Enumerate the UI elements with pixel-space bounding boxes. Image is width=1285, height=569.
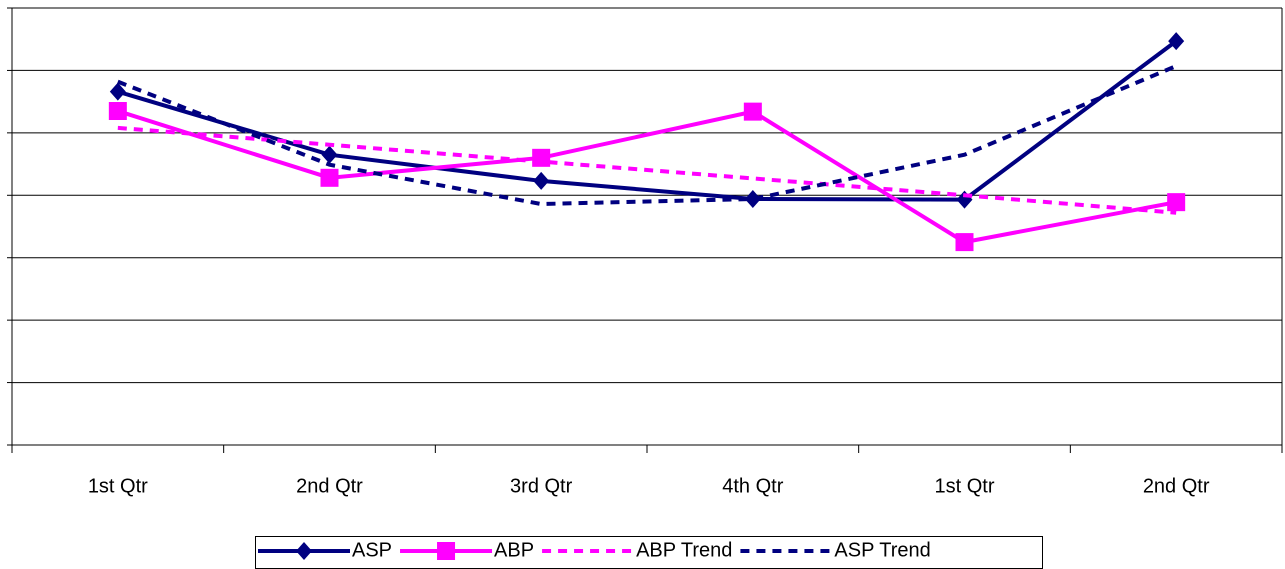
legend-label: ABP (494, 539, 534, 561)
x-tick-label: 4th Qtr (722, 475, 783, 497)
x-tick-label: 2nd Qtr (296, 475, 363, 497)
marker (320, 168, 339, 187)
x-tick-label: 2nd Qtr (1143, 475, 1210, 497)
legend-label: ABP Trend (636, 539, 732, 561)
marker (437, 542, 456, 560)
marker (108, 102, 127, 121)
marker (1168, 32, 1185, 51)
marker (532, 148, 551, 167)
trend-line (117, 125, 1177, 215)
legend-box (255, 536, 1043, 569)
x-tick-label: 1st Qtr (934, 475, 994, 497)
marker (296, 542, 312, 560)
x-tick-label: 3rd Qtr (510, 475, 573, 497)
marker (109, 82, 126, 101)
series-line (117, 39, 1178, 202)
marker (955, 233, 974, 252)
series-line (117, 109, 1177, 245)
marker (743, 102, 762, 121)
marker (744, 190, 761, 209)
trend-line (117, 64, 1177, 207)
marker (1167, 193, 1186, 212)
x-tick-label: 1st Qtr (88, 475, 148, 497)
legend-label: ASP Trend (834, 539, 930, 561)
marker (321, 145, 338, 164)
legend-label: ASP (352, 539, 392, 561)
marker (533, 171, 550, 190)
